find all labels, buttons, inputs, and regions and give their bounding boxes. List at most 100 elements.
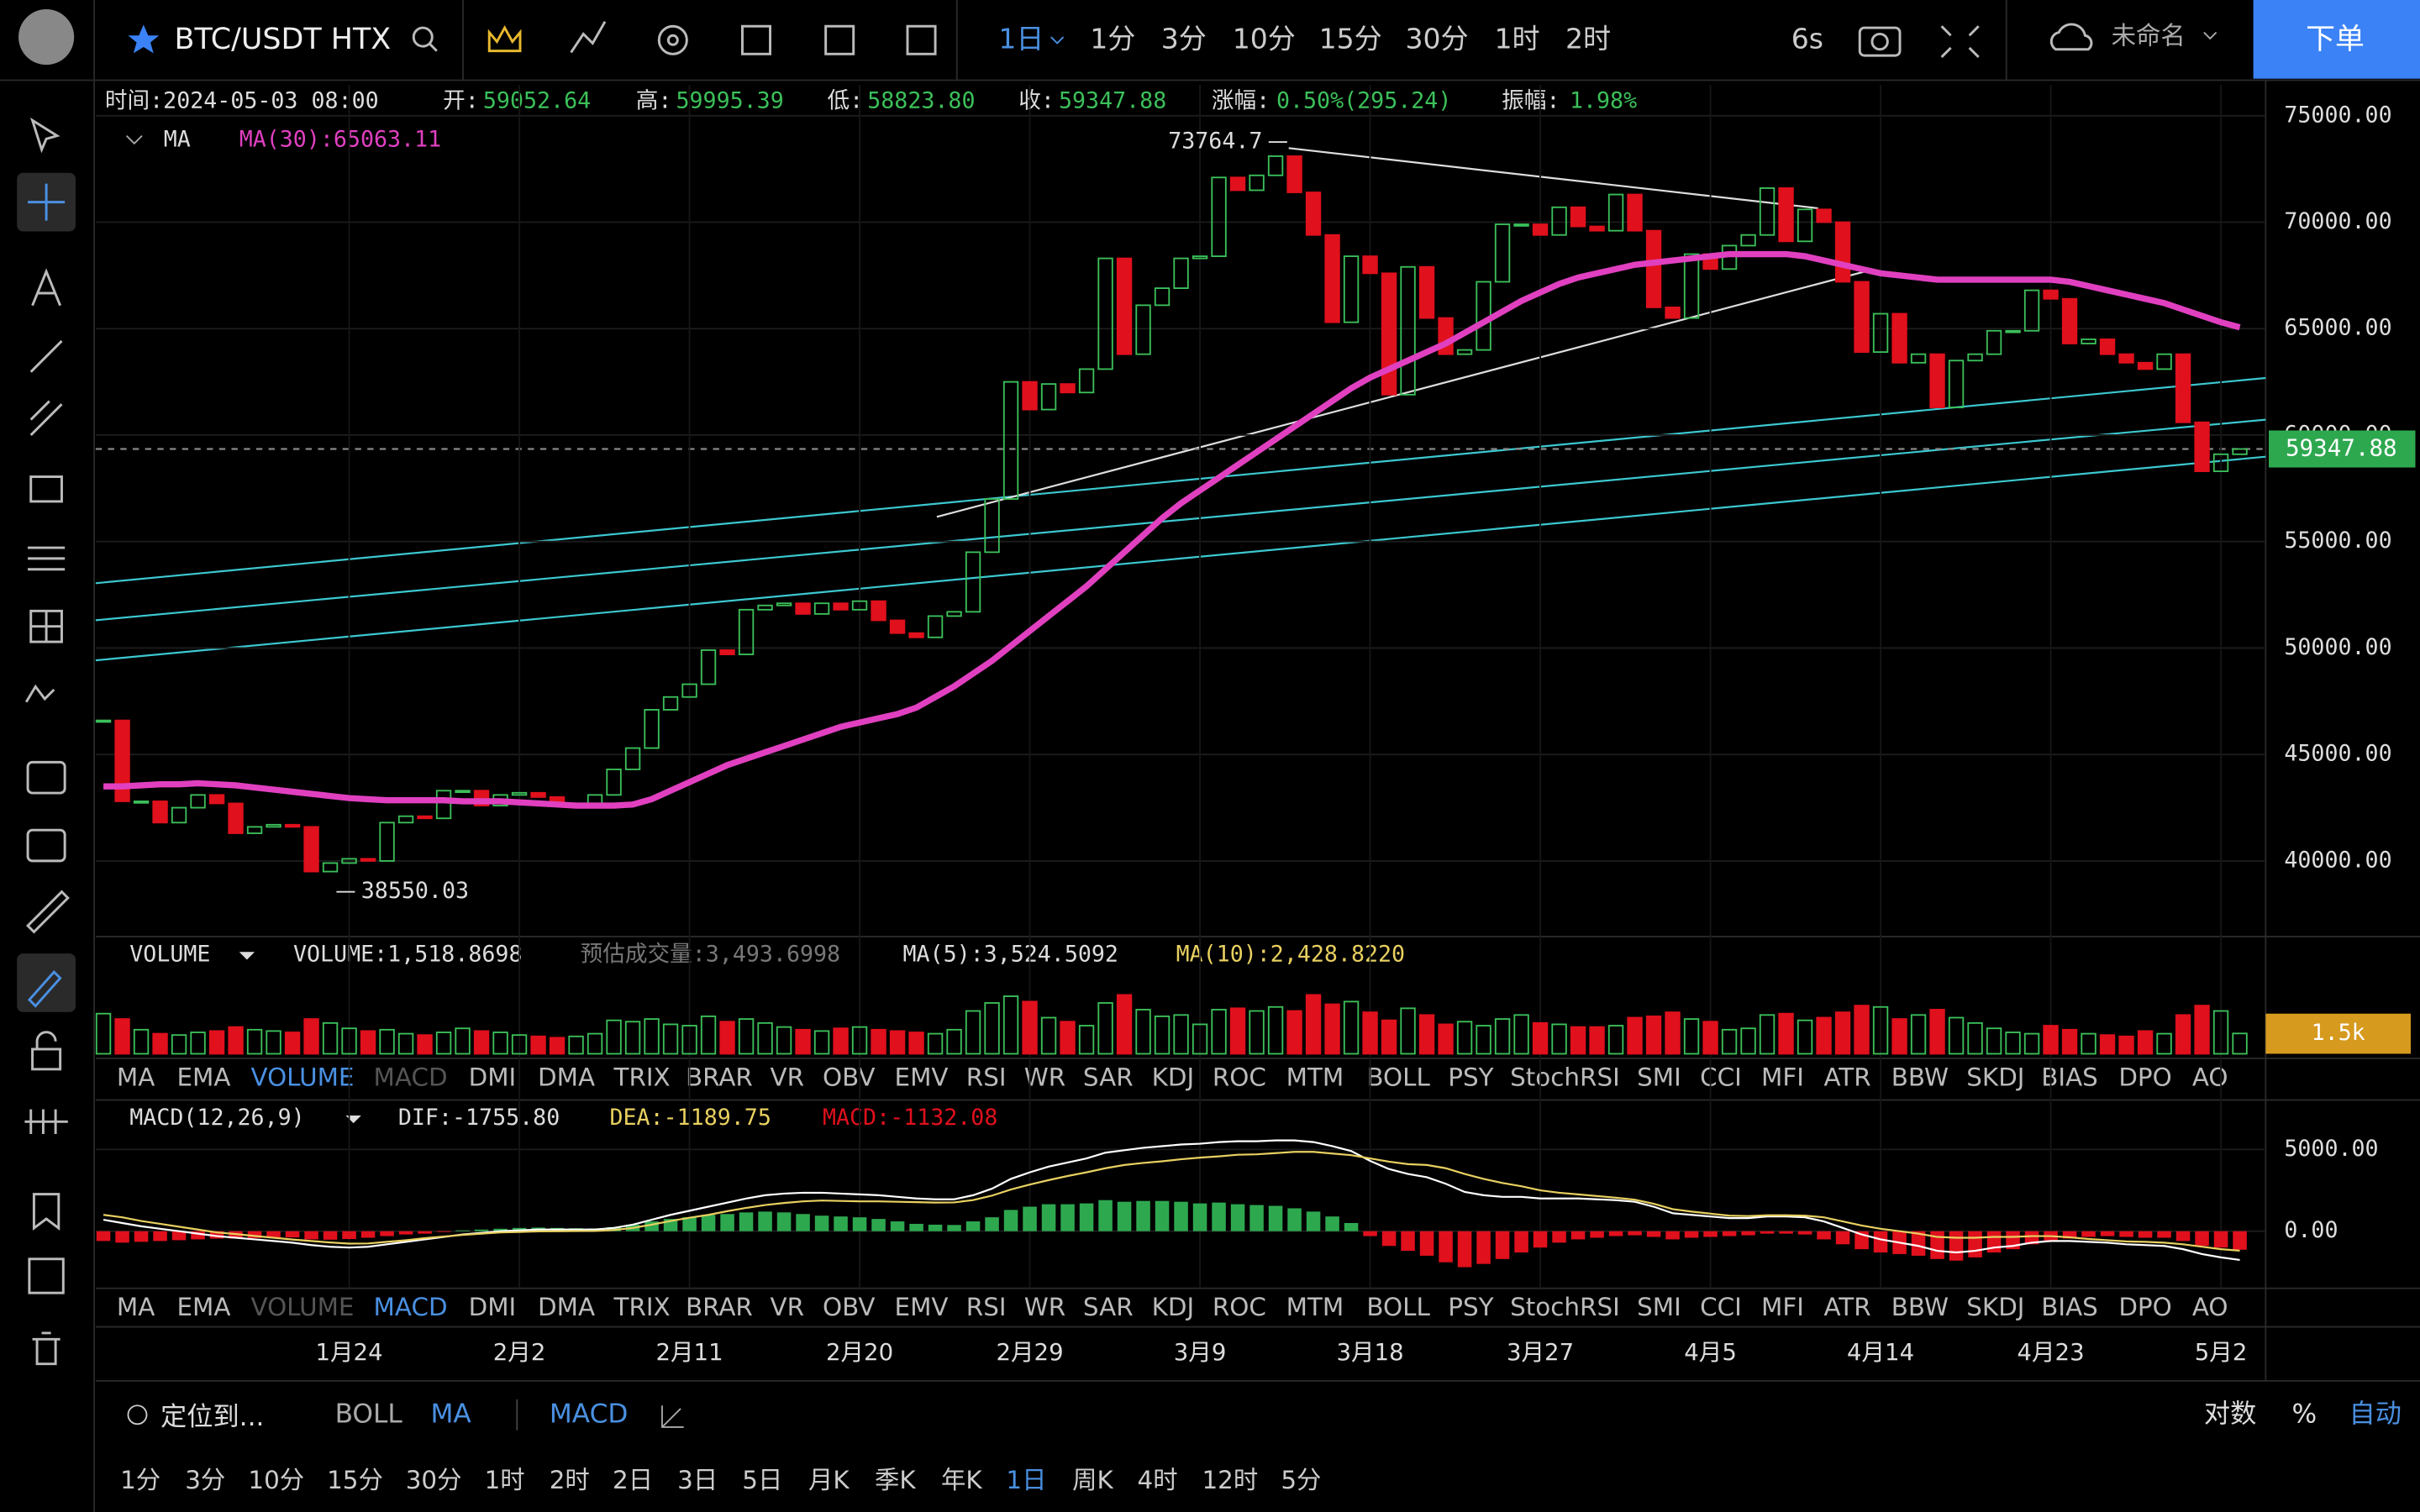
scale-option[interactable]: 对数 (2204, 1399, 2256, 1429)
indicator-tab[interactable]: StochRSI (1510, 1293, 1620, 1321)
interval[interactable]: 月K (808, 1466, 850, 1494)
interval[interactable]: 5分 (1281, 1466, 1321, 1494)
indicator-tab[interactable]: DMA (538, 1293, 595, 1321)
interval[interactable]: 2时 (1565, 22, 1611, 55)
indicator-tab[interactable]: DPO (2118, 1293, 2171, 1321)
indicator-tab[interactable]: PSY (1448, 1063, 1493, 1091)
interval[interactable]: 4时 (1138, 1466, 1178, 1494)
indicator-tab[interactable]: SAR (1083, 1063, 1134, 1091)
indicator-tab[interactable]: OBV (823, 1063, 875, 1091)
indicator-tab[interactable]: VOLUME (250, 1293, 354, 1321)
edit-icon[interactable] (661, 1405, 684, 1428)
interval[interactable]: 1时 (1494, 22, 1539, 55)
indicator-tab[interactable]: MA (117, 1063, 155, 1091)
indicator-tab[interactable]: WR (1024, 1293, 1065, 1321)
indicator-tab[interactable]: DMA (538, 1063, 595, 1091)
indicator-tab[interactable]: TRIX (613, 1293, 671, 1321)
indicator-tab[interactable]: PSY (1448, 1293, 1493, 1321)
indicator-tab[interactable]: MFI (1761, 1293, 1804, 1321)
indicator-tab[interactable]: VOLUME (250, 1063, 354, 1091)
scale-option[interactable]: 自动 (2349, 1399, 2402, 1429)
locate[interactable]: 定位到... (160, 1402, 264, 1432)
indicator-tab[interactable]: BBW (1891, 1293, 1949, 1321)
indicator-tab[interactable]: AO (2192, 1063, 2228, 1091)
indicator-tab[interactable]: SKDJ (1966, 1293, 2024, 1321)
indicator-tab[interactable]: ROC (1213, 1293, 1266, 1321)
indicator-tab[interactable]: DMI (469, 1063, 517, 1091)
indicator-tab[interactable]: ROC (1213, 1063, 1266, 1091)
indicator-tab[interactable]: DMI (469, 1293, 517, 1321)
indicator-tab[interactable]: SMI (1637, 1063, 1681, 1091)
interval[interactable]: 1分 (120, 1466, 160, 1494)
indicator-tab[interactable]: StochRSI (1510, 1063, 1620, 1091)
indicator-tab[interactable]: MACD (374, 1063, 448, 1091)
interval[interactable]: 1分 (1090, 22, 1135, 55)
indicator-tab[interactable]: BRAR (686, 1293, 753, 1321)
interval[interactable]: 2日 (613, 1466, 653, 1494)
indicator-tab[interactable]: OBV (823, 1293, 875, 1321)
indicator-tab[interactable]: SKDJ (1966, 1063, 2024, 1091)
interval[interactable]: 1时 (485, 1466, 525, 1494)
interval[interactable]: 周K (1072, 1466, 1113, 1494)
indicator-tab[interactable]: KDJ (1152, 1063, 1195, 1091)
indicator-tab[interactable]: TRIX (613, 1063, 671, 1091)
indicator-tab[interactable]: SAR (1083, 1293, 1134, 1321)
refresh-rate[interactable]: 6s (1791, 22, 1823, 55)
symbol[interactable]: BTC/USDT HTX (175, 23, 392, 56)
interval[interactable]: 3分 (1161, 22, 1207, 55)
indicator-tab[interactable]: ATR (1823, 1063, 1870, 1091)
macd-title[interactable]: MACD(12,26,9) (129, 1105, 304, 1131)
interval[interactable]: 1日 (1006, 1466, 1046, 1494)
main-indicator[interactable]: MA (430, 1399, 471, 1429)
indicator-tab[interactable]: MTM (1286, 1293, 1344, 1321)
indicator-tab[interactable]: DPO (2118, 1063, 2171, 1091)
indicator-tab[interactable]: CCI (1700, 1293, 1742, 1321)
indicator-tab[interactable]: BIAS (2041, 1063, 2098, 1091)
indicator-tab[interactable]: BBW (1891, 1063, 1949, 1091)
indicator-tab[interactable]: WR (1024, 1063, 1065, 1091)
layout-name[interactable]: 未命名 (2112, 22, 2186, 50)
indicator-tab[interactable]: SMI (1637, 1293, 1681, 1321)
active-interval[interactable]: 1日 (998, 22, 1044, 55)
indicator-tab[interactable]: ATR (1823, 1293, 1870, 1321)
interval[interactable]: 3分 (185, 1466, 225, 1494)
favorite-star[interactable] (128, 24, 160, 54)
interval[interactable]: 3日 (677, 1466, 718, 1494)
scale-option[interactable]: % (2292, 1399, 2317, 1429)
ma-toggle[interactable]: MA (164, 127, 191, 153)
interval[interactable]: 5日 (742, 1466, 782, 1494)
indicator-tab[interactable]: AO (2192, 1293, 2228, 1321)
indicator-tab[interactable]: RSI (966, 1293, 1007, 1321)
volume-title[interactable]: VOLUME (129, 941, 210, 967)
interval[interactable]: 12时 (1202, 1466, 1258, 1494)
indicator-tab[interactable]: VR (770, 1063, 804, 1091)
interval[interactable]: 10分 (248, 1466, 304, 1494)
indicator-tab[interactable]: VR (770, 1293, 804, 1321)
indicator-tab[interactable]: BIAS (2041, 1293, 2098, 1321)
interval[interactable]: 年K (941, 1466, 982, 1494)
indicator-tab[interactable]: BOLL (1366, 1293, 1430, 1321)
indicator-tab[interactable]: EMV (895, 1293, 949, 1321)
interval[interactable]: 15分 (1319, 22, 1382, 55)
interval[interactable]: 10分 (1233, 22, 1296, 55)
indicator-tab[interactable]: BRAR (686, 1063, 753, 1091)
indicator-tab[interactable]: EMV (895, 1063, 949, 1091)
indicator-tab[interactable]: MTM (1286, 1063, 1344, 1091)
indicator-tab[interactable]: MACD (374, 1293, 448, 1321)
indicator-tab[interactable]: RSI (966, 1063, 1007, 1091)
indicator-tab[interactable]: CCI (1700, 1063, 1742, 1091)
interval[interactable]: 2时 (550, 1466, 590, 1494)
interval[interactable]: 30分 (1405, 22, 1468, 55)
interval[interactable]: 30分 (406, 1466, 462, 1494)
indicator-tab[interactable]: MFI (1761, 1063, 1804, 1091)
sub-indicator[interactable]: MACD (550, 1399, 629, 1429)
indicator-tab[interactable]: EMA (176, 1063, 230, 1091)
indicator-tab[interactable]: MA (117, 1293, 155, 1321)
collapse-caret[interactable] (125, 134, 143, 145)
order-button[interactable] (2253, 0, 2420, 79)
main-indicator[interactable]: BOLL (335, 1399, 403, 1429)
order-button-label[interactable]: 下单 (2306, 23, 2365, 56)
interval[interactable]: 季K (875, 1466, 916, 1494)
indicator-tab[interactable]: KDJ (1152, 1293, 1195, 1321)
indicator-tab[interactable]: BOLL (1366, 1063, 1430, 1091)
